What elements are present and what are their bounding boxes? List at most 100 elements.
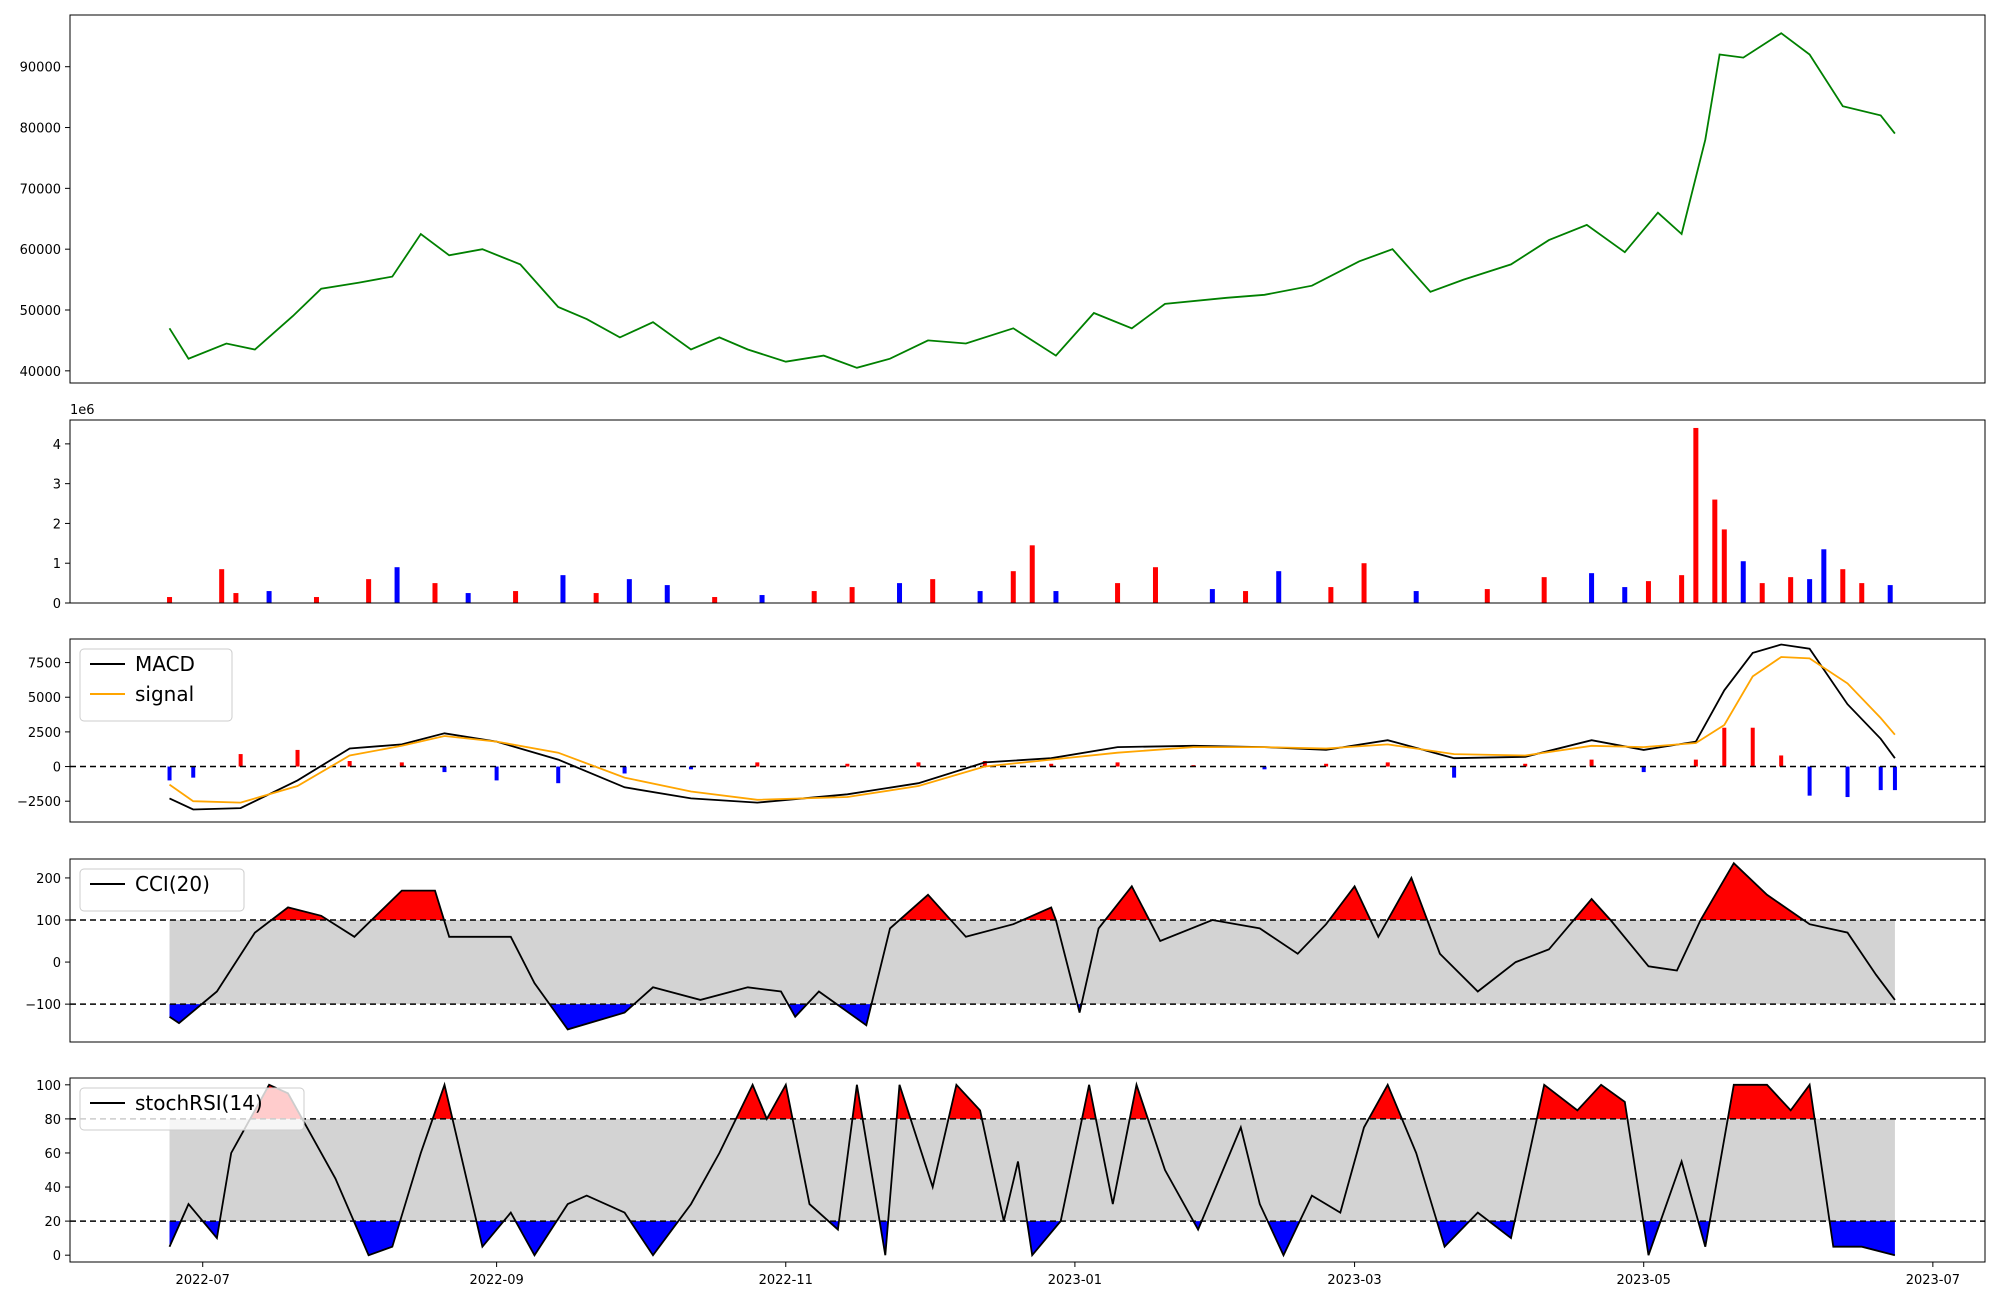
volume-bar (1788, 577, 1794, 603)
volume-bar (1010, 571, 1016, 603)
macd-histogram-bar (1324, 763, 1329, 767)
macd-panel: −2500 0 2500 5000 7500 MACD signal (17, 638, 1986, 823)
legend-label: signal (135, 682, 194, 706)
cci-overbought-fill (271, 907, 328, 920)
y-tick-label: 60000 (20, 243, 61, 258)
volume-bar (1484, 589, 1490, 603)
price-panel: 40000 50000 60000 70000 80000 90000 (20, 14, 1986, 384)
macd-histogram-bar (1049, 763, 1054, 767)
macd-histogram-bar (1641, 766, 1646, 773)
macd-line (169, 643, 1896, 811)
macd-histogram-bar (1693, 759, 1698, 767)
volume-bar (266, 591, 272, 603)
y-tick-label: 1 (53, 557, 61, 572)
volume-bar (930, 579, 936, 603)
cci-overbought-fill (1573, 899, 1611, 920)
legend-label: MACD (135, 652, 195, 676)
y-tick-label: 20 (44, 1215, 61, 1230)
y-tick-label: 50000 (20, 304, 61, 319)
price-line (168, 32, 1896, 369)
cci-overbought-fill (1329, 886, 1371, 920)
macd-histogram-bar (295, 749, 300, 767)
macd-histogram-bar (982, 761, 987, 767)
volume-bar (1840, 569, 1846, 603)
macd-histogram-bar (191, 766, 196, 778)
macd-histogram-bar (442, 766, 447, 773)
cci-overbought-fill (899, 894, 951, 920)
macd-histogram-bar (755, 762, 760, 767)
x-tick-label: 2023-03 (1327, 1273, 1381, 1288)
cci-neutral-band (169, 920, 1895, 1005)
volume-bar (1053, 591, 1059, 603)
macd-histogram-bar (399, 762, 404, 767)
volume-bar (394, 567, 400, 603)
plot-frame (69, 638, 1986, 823)
y-tick-label: 2 (53, 517, 61, 532)
y-tick-label: −2500 (17, 795, 61, 810)
macd-histogram-bar (1523, 763, 1528, 767)
macd-histogram-bar (1722, 727, 1727, 767)
y-tick-label: 100 (36, 1079, 61, 1094)
volume-bar (1209, 589, 1215, 603)
cci-oversold-fill (788, 1004, 808, 1017)
volume-bar (313, 597, 319, 603)
volume-bar (1807, 579, 1813, 603)
volume-bar (465, 593, 471, 603)
legend-box (79, 868, 245, 912)
x-axis: 2022-07 2022-09 2022-11 2023-01 2023-03 2023-… (176, 1262, 1960, 1288)
stochrsi-line (168, 1081, 1896, 1258)
y-tick-label: 40000 (20, 365, 61, 380)
stochrsi-panel: 0 20 40 60 80 100 stochRSI(14) (36, 1077, 1986, 1264)
macd-histogram-bar (556, 766, 561, 784)
y-tick-label: 0 (53, 956, 61, 971)
stochrsi-overbought-fill (1727, 1084, 1815, 1119)
y-tick-label: 5000 (28, 691, 61, 706)
macd-histogram-bar (1807, 766, 1812, 796)
y-tick-label: 0 (53, 597, 61, 612)
cci-oversold-fill (169, 1004, 202, 1024)
volume-bar (897, 583, 903, 603)
y-tick-label: 4 (53, 438, 61, 453)
cci-line (169, 861, 1896, 1031)
stochrsi-overbought-fill (736, 1084, 767, 1119)
x-tick-label: 2023-01 (1048, 1273, 1102, 1288)
x-tick-label: 2023-05 (1617, 1273, 1671, 1288)
stochrsi-oversold-fill (630, 1221, 679, 1256)
cci-overbought-fill (1700, 863, 1804, 920)
y-tick-label: 7500 (28, 657, 61, 672)
volume-bar (219, 569, 225, 603)
stochrsi-overbought-fill (948, 1084, 982, 1119)
cci-oversold-fill (549, 1004, 635, 1030)
signal-line (168, 656, 1896, 804)
volume-bar (1740, 561, 1746, 603)
volume-bar (1712, 499, 1718, 603)
volume-bar (1821, 549, 1827, 603)
macd-histogram-bar (1779, 755, 1784, 767)
volume-bar (1679, 575, 1685, 603)
y-tick-label: 80 (44, 1113, 61, 1128)
volume-bar (1413, 591, 1419, 603)
volume-bar (167, 597, 173, 603)
volume-bar (1645, 581, 1651, 603)
volume-bar (811, 591, 817, 603)
stochrsi-oversold-fill (1027, 1221, 1061, 1256)
volume-bar (1759, 583, 1765, 603)
macd-histogram-bar (916, 762, 921, 767)
stochrsi-overbought-fill (1368, 1084, 1402, 1119)
stochrsi-overbought-fill (766, 1084, 793, 1119)
volume-bar (1328, 587, 1334, 603)
macd-histogram-bar (1385, 762, 1390, 767)
macd-histogram-bar (622, 766, 627, 774)
volume-bar (1115, 583, 1121, 603)
y-tick-label: 80000 (20, 122, 61, 137)
volume-bar (513, 591, 519, 603)
x-tick-label: 2022-09 (469, 1273, 523, 1288)
x-tick-label: 2022-11 (759, 1273, 813, 1288)
volume-bar (849, 587, 855, 603)
macd-histogram-bar (1878, 766, 1883, 791)
macd-histogram-bar (1845, 766, 1850, 798)
macd-histogram-bar (494, 766, 499, 781)
y-tick-label: 2500 (28, 726, 61, 741)
volume-panel: 0 1 2 3 4 1e6 (53, 403, 1986, 612)
